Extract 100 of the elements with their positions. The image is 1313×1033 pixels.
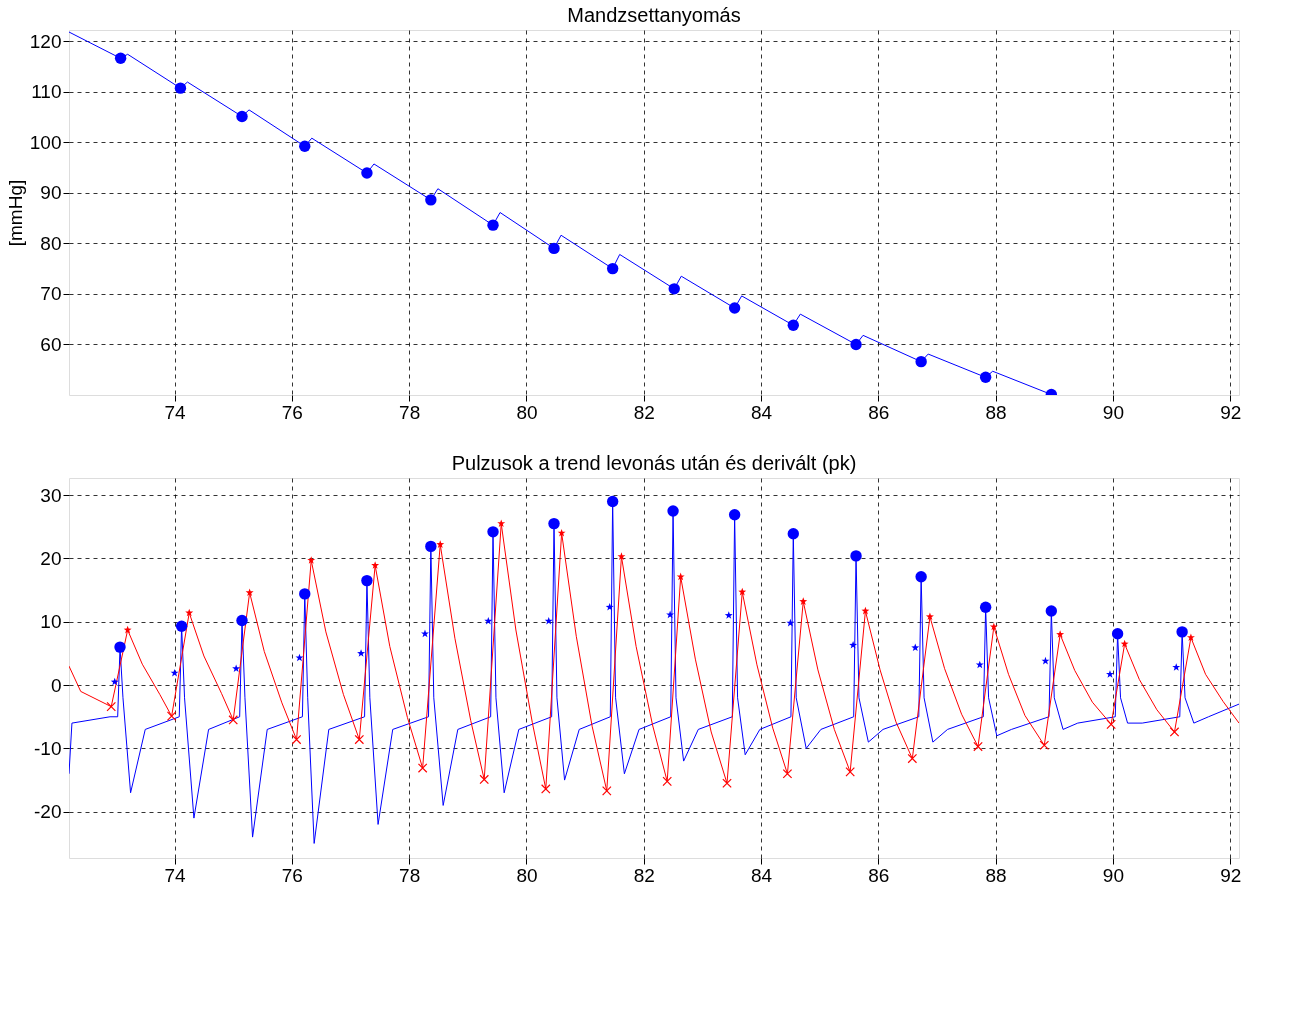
x-tick-label: 84 (750, 401, 773, 423)
point (606, 495, 619, 508)
point (541, 784, 551, 794)
point (299, 588, 311, 600)
point (487, 526, 499, 538)
point (417, 763, 428, 773)
point (175, 620, 188, 632)
x-tick-label: 74 (164, 864, 187, 886)
point (845, 767, 855, 777)
point (911, 643, 920, 652)
point (662, 776, 672, 787)
point (557, 528, 566, 537)
y-tick-label: 100 (29, 131, 62, 153)
point (106, 701, 117, 712)
x-tick-label: 90 (1102, 401, 1124, 423)
point (606, 262, 619, 275)
point (1106, 670, 1114, 678)
point (1169, 727, 1180, 737)
point (605, 603, 614, 611)
point (1186, 633, 1195, 641)
point (232, 664, 241, 673)
y-tick-label: 10 (40, 611, 62, 633)
point (484, 616, 493, 625)
point (228, 715, 238, 725)
x-tick-label: 80 (516, 401, 538, 423)
y-tick-label: 0 (50, 674, 62, 696)
point (925, 612, 934, 621)
point (850, 550, 862, 562)
x-tick-label: 88 (985, 401, 1007, 423)
point (782, 768, 793, 779)
point (728, 509, 741, 521)
x-tick-label: 86 (868, 864, 890, 886)
point (548, 517, 560, 530)
point (361, 574, 373, 587)
x-tick-label: 86 (868, 401, 890, 423)
chart-title: Mandzsettanyomás (567, 4, 741, 26)
point (1045, 605, 1058, 617)
y-tick-label: 30 (40, 484, 62, 506)
point (728, 302, 741, 314)
x-tick-label: 82 (633, 401, 655, 423)
point (602, 786, 612, 796)
point (371, 561, 380, 569)
point (979, 601, 992, 613)
point (907, 753, 918, 764)
chart-title: Pulzusok a trend levonás után és derivált (pk) (451, 452, 857, 474)
point (245, 588, 254, 597)
point (722, 778, 732, 789)
point (799, 597, 808, 605)
point (786, 618, 795, 627)
point (724, 611, 733, 619)
x-tick-label: 88 (985, 864, 1007, 886)
point (915, 355, 927, 368)
point (1111, 628, 1124, 640)
x-tick-label: 84 (750, 864, 773, 886)
y-tick-label: 110 (31, 81, 62, 103)
y-tick-label: 90 (40, 182, 62, 204)
point (1056, 630, 1065, 638)
point (166, 711, 177, 721)
point (436, 540, 445, 548)
point (1172, 663, 1181, 671)
point (497, 519, 506, 527)
point (668, 283, 680, 295)
y-tick-label: -10 (34, 737, 62, 759)
point (425, 540, 437, 553)
point (973, 741, 983, 752)
x-tick-label: 92 (1220, 401, 1242, 423)
point (299, 140, 311, 152)
x-tick-label: 78 (399, 864, 421, 886)
x-tick-label: 92 (1220, 864, 1242, 886)
point (1176, 626, 1188, 638)
point (915, 571, 927, 583)
y-tick-label: 60 (40, 333, 62, 355)
y-tick-label: 20 (40, 547, 62, 569)
point (361, 167, 373, 179)
point (548, 242, 560, 255)
point (1106, 719, 1116, 730)
x-tick-label: 78 (399, 401, 421, 423)
x-tick-label: 76 (281, 401, 303, 423)
y-tick-label: 120 (29, 30, 62, 52)
point (357, 649, 366, 657)
point (114, 52, 127, 64)
point (421, 629, 429, 638)
point (114, 641, 126, 653)
point (667, 505, 679, 517)
point (849, 641, 858, 649)
point (354, 734, 365, 745)
point (666, 610, 675, 619)
point (787, 528, 799, 540)
x-tick-label: 80 (516, 864, 538, 886)
x-tick-label: 74 (164, 401, 187, 423)
point (123, 625, 132, 634)
y-tick-label: 80 (40, 232, 62, 254)
point (236, 614, 248, 627)
point (979, 371, 992, 383)
point (174, 82, 187, 94)
point (975, 660, 984, 669)
y-tick-label: -20 (34, 801, 62, 823)
point (291, 734, 302, 745)
point (989, 622, 998, 631)
x-tick-label: 82 (633, 864, 655, 886)
